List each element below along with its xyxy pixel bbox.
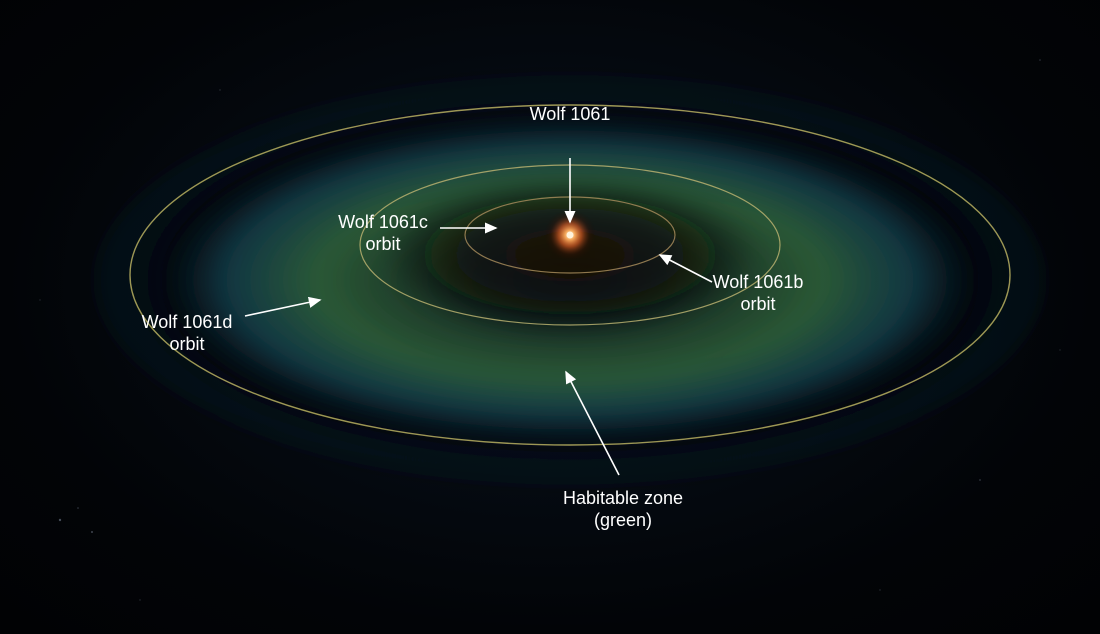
habitable-zone xyxy=(100,80,1040,480)
diagram-stage: Wolf 1061 Wolf 1061c orbit Wolf 1061b or… xyxy=(0,0,1100,634)
diagram-svg xyxy=(0,0,1100,634)
